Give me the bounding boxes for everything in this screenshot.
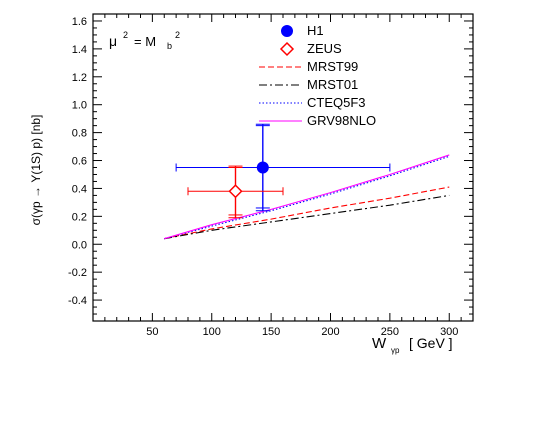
- legend-zeus-label: ZEUS: [307, 41, 342, 56]
- legend-zeus-marker: [279, 41, 295, 57]
- annotation-mu: μ: [109, 33, 117, 49]
- x-tick-label: 300: [440, 326, 458, 338]
- zeus-marker: [228, 184, 243, 199]
- data-points: [175, 123, 391, 219]
- x-tick-label: 200: [321, 326, 339, 338]
- curve-mrst99: [164, 186, 450, 240]
- y-tick-label: -0.4: [68, 295, 87, 307]
- y-tick-label: -0.2: [68, 267, 87, 279]
- x-axis-label: W: [372, 335, 387, 352]
- legend-h1-marker: [281, 25, 293, 37]
- y-axis-label: σ(γp → Υ(1S) p) [nb]: [29, 115, 43, 226]
- annotation-mu-sup: 2: [123, 30, 128, 40]
- annotation-eq: = M: [134, 34, 156, 49]
- x-tick-label: 150: [262, 326, 280, 338]
- y-tick-label: 1.0: [72, 100, 87, 112]
- y-tick-label: 1.2: [72, 72, 87, 84]
- x-axis-unit: [ GeV ]: [409, 335, 453, 351]
- y-tick-label: 0.0: [72, 239, 87, 251]
- y-tick-label: 0.2: [72, 211, 87, 223]
- legend-mrst01-label: MRST01: [307, 77, 358, 92]
- y-tick-label: 0.6: [72, 156, 87, 168]
- annotation-sub: b: [167, 41, 172, 51]
- legend: H1 ZEUS MRST99 MRST01 CTEQ5F3 GRV98NLO: [259, 23, 376, 128]
- curve-cteq5f3: [164, 155, 450, 240]
- y-tick-label: 1.4: [72, 44, 87, 56]
- h1-marker: [256, 161, 269, 174]
- y-tick-label: 0.8: [72, 128, 87, 140]
- legend-grv98nlo-label: GRV98NLO: [307, 113, 376, 128]
- annotation-sup: 2: [175, 30, 180, 40]
- curve-grv98nlo: [164, 154, 450, 240]
- y-tick-label: 0.4: [72, 183, 87, 195]
- x-tick-label: 250: [381, 326, 399, 338]
- y-tick-label: 1.6: [72, 16, 87, 28]
- curve-mrst01: [164, 194, 450, 240]
- theory-curves: [164, 154, 450, 240]
- legend-mrst99-label: MRST99: [307, 59, 358, 74]
- x-tick-label: 100: [203, 326, 221, 338]
- x-tick-label: 50: [146, 326, 158, 338]
- legend-cteq5f3-label: CTEQ5F3: [307, 95, 366, 110]
- x-axis-label-sub: γp: [391, 346, 400, 355]
- legend-h1-label: H1: [307, 23, 324, 38]
- axis-ticks: 50 100 150 200 250 300 -0.4 -0.2 0.0 0.2 0.4 0.6 0.8…: [68, 14, 473, 338]
